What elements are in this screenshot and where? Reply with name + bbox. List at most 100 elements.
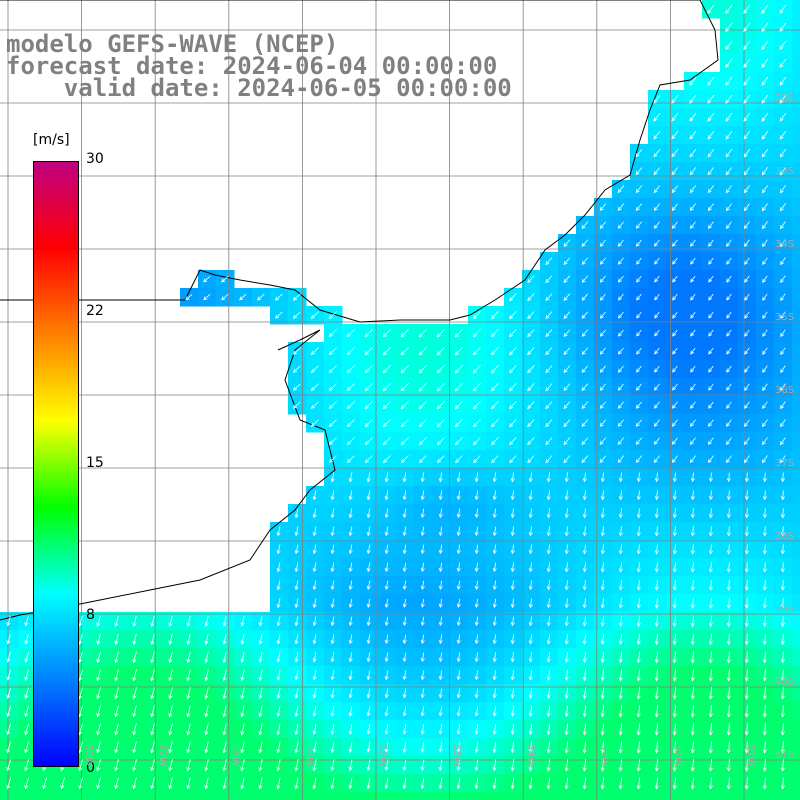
wind-arrow	[654, 239, 660, 247]
wind-arrowhead	[726, 368, 731, 373]
wind-arrow	[762, 347, 768, 355]
wind-arrowhead	[618, 677, 623, 682]
wind-arrowhead	[636, 550, 641, 555]
wind-arrow	[726, 203, 732, 211]
wind-arrowhead	[563, 368, 568, 374]
wind-arrow	[491, 329, 499, 337]
wind-arrow	[692, 490, 694, 500]
wind-arrowhead	[204, 677, 209, 682]
wind-arrowhead	[400, 405, 405, 410]
wind-arrowhead	[474, 585, 479, 591]
wind-cell	[792, 432, 800, 451]
wind-arrow	[674, 705, 676, 717]
wind-arrow	[602, 598, 604, 608]
wind-arrowhead	[654, 386, 658, 391]
wind-arrow	[223, 723, 227, 735]
wind-arrow	[599, 401, 607, 409]
wind-arrow	[457, 490, 461, 500]
wind-arrowhead	[636, 568, 641, 573]
wind-arrowhead	[582, 695, 587, 700]
wind-arrowhead	[546, 676, 551, 681]
wind-arrowhead	[527, 351, 532, 356]
wind-arrowhead	[240, 694, 245, 700]
wind-arrowhead	[672, 242, 676, 247]
wind-arrowhead	[294, 585, 299, 591]
wind-arrow	[241, 669, 245, 681]
wind-arrow	[509, 311, 517, 319]
wind-arrowhead	[744, 296, 749, 301]
wind-arrow	[656, 597, 658, 609]
wind-arrow	[563, 293, 571, 301]
wind-arrowhead	[328, 458, 334, 463]
wind-arrowhead	[456, 657, 461, 663]
wind-arrowhead	[636, 785, 641, 790]
wind-arrowhead	[366, 712, 371, 717]
wind-arrowhead	[545, 423, 550, 428]
wind-cell	[414, 792, 433, 800]
wind-arrow	[277, 705, 281, 717]
wind-arrowhead	[761, 117, 766, 122]
wind-arrowhead	[384, 549, 389, 555]
wind-arrowhead	[258, 676, 263, 682]
wind-arrowhead	[762, 785, 767, 790]
wind-arrowhead	[168, 658, 173, 664]
wind-arrow	[601, 687, 605, 699]
colorbar	[33, 161, 79, 767]
wind-arrowhead	[600, 550, 605, 555]
valid-date: valid date: 2024-06-05 00:00:00	[6, 74, 512, 102]
wind-arrowhead	[582, 749, 587, 754]
wind-arrow	[620, 526, 622, 536]
wind-arrow	[203, 294, 211, 300]
wind-arrowhead	[762, 749, 767, 754]
wind-arrow	[599, 437, 607, 445]
wind-arrow	[151, 651, 155, 663]
wind-arrow	[708, 329, 714, 337]
wind-arrow	[511, 562, 515, 572]
wind-arrowhead	[618, 640, 623, 646]
wind-arrow	[455, 346, 463, 356]
wind-arrowhead	[582, 604, 587, 609]
wind-arrowhead	[240, 658, 245, 663]
wind-cell	[684, 792, 703, 800]
wind-arrow	[674, 723, 676, 735]
wind-arrow	[403, 706, 407, 716]
wind-arrow	[653, 94, 661, 104]
wind-arrow	[457, 652, 461, 662]
wind-arrowhead	[744, 677, 749, 682]
wind-arrow	[710, 580, 712, 590]
wind-cell	[792, 558, 800, 577]
wind-arrowhead	[382, 351, 387, 356]
wind-arrow	[764, 723, 766, 735]
wind-arrowhead	[402, 639, 407, 645]
wind-arrowhead	[564, 568, 569, 573]
wind-arrowhead	[654, 296, 659, 301]
wind-arrow	[674, 651, 676, 663]
wind-arrowhead	[114, 677, 119, 682]
wind-arrow	[115, 669, 119, 681]
wind-arrow	[618, 347, 624, 355]
wind-cell	[792, 270, 800, 289]
wind-arrow	[656, 777, 658, 789]
wind-arrowhead	[330, 767, 335, 772]
wind-arrowhead	[654, 514, 659, 519]
wind-arrow	[746, 687, 748, 699]
wind-arrow	[97, 777, 101, 789]
wind-arrow	[403, 562, 407, 572]
wind-arrowhead	[545, 368, 550, 374]
wind-arrow	[419, 437, 427, 445]
wind-arrow	[6, 777, 12, 789]
wind-arrow	[656, 759, 658, 771]
wind-arrow	[223, 687, 227, 699]
wind-arrow	[439, 544, 443, 554]
wind-arrowhead	[420, 730, 425, 735]
wind-arrow	[545, 455, 553, 463]
wind-arrow	[421, 777, 425, 789]
wind-arrow	[725, 130, 733, 140]
wind-arrow	[365, 401, 373, 409]
wind-arrowhead	[726, 568, 731, 573]
wind-arrow	[115, 615, 119, 627]
wind-arrow	[295, 669, 299, 681]
wind-arrow	[241, 723, 245, 735]
wind-arrow	[439, 580, 443, 590]
wind-arrow	[475, 670, 479, 680]
